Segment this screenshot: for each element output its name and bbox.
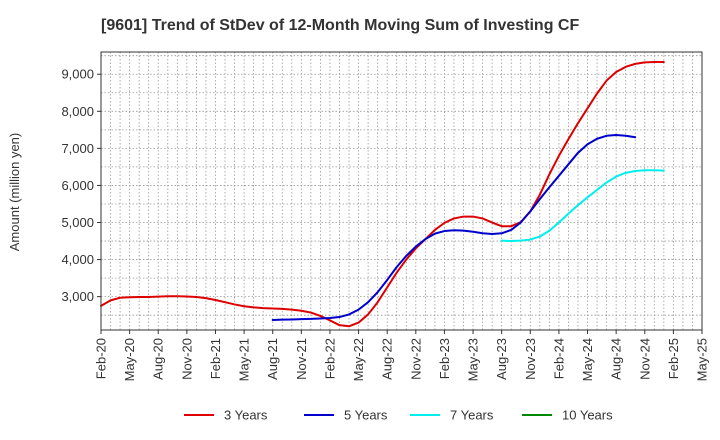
y-tick-label: 9,000 xyxy=(61,67,94,82)
x-tick-label: May-22 xyxy=(351,338,366,381)
legend-label: 10 Years xyxy=(562,408,613,423)
grid-lines xyxy=(101,52,702,330)
x-tick-label: Feb-25 xyxy=(666,338,681,379)
x-axis-ticks: Feb-20 May-20 Aug-20 Nov-20 Feb-21 May-21 Aug-… xyxy=(94,330,710,381)
chart: [9601] Trend of StDev of 12-Month Moving… xyxy=(0,0,720,440)
series-line xyxy=(502,170,664,241)
x-tick-label: Aug-20 xyxy=(151,338,166,380)
y-tick-label: 4,000 xyxy=(61,252,94,267)
x-tick-label: Nov-22 xyxy=(408,338,423,380)
x-tick-label: May-21 xyxy=(237,338,252,381)
y-tick-label: 7,000 xyxy=(61,141,94,156)
x-tick-label: May-20 xyxy=(122,338,137,381)
series-lines xyxy=(101,62,664,326)
x-tick-label: Nov-24 xyxy=(637,338,652,380)
x-tick-label: Aug-23 xyxy=(494,338,509,380)
x-tick-label: Feb-23 xyxy=(437,338,452,379)
x-tick-label: Aug-21 xyxy=(265,338,280,380)
x-tick-label: Feb-22 xyxy=(322,338,337,379)
x-tick-label: Feb-24 xyxy=(551,338,566,379)
y-tick-label: 3,000 xyxy=(61,289,94,304)
x-tick-label: Feb-21 xyxy=(208,338,223,379)
chart-title: [9601] Trend of StDev of 12-Month Moving… xyxy=(101,17,579,34)
legend: 3 Years 5 Years 7 Years 10 Years xyxy=(184,408,613,423)
x-tick-label: Nov-20 xyxy=(179,338,194,380)
x-tick-label: Aug-24 xyxy=(609,338,624,380)
y-tick-label: 6,000 xyxy=(61,178,94,193)
plot-area-frame xyxy=(101,52,702,330)
x-tick-label: May-25 xyxy=(695,338,710,381)
x-tick-label: Nov-23 xyxy=(523,338,538,380)
legend-label: 7 Years xyxy=(450,408,494,423)
y-tick-label: 8,000 xyxy=(61,104,94,119)
legend-label: 3 Years xyxy=(224,408,268,423)
x-tick-label: Feb-20 xyxy=(94,338,109,379)
y-axis-ticks: 3,000 4,000 5,000 6,000 7,000 8,000 9,000 xyxy=(61,67,101,304)
x-tick-label: Aug-22 xyxy=(380,338,395,380)
y-axis-label: Amount (million yen) xyxy=(7,133,22,252)
x-tick-label: Nov-21 xyxy=(294,338,309,380)
legend-label: 5 Years xyxy=(344,408,388,423)
x-tick-label: May-24 xyxy=(580,338,595,381)
x-tick-label: May-23 xyxy=(466,338,481,381)
y-tick-label: 5,000 xyxy=(61,215,94,230)
